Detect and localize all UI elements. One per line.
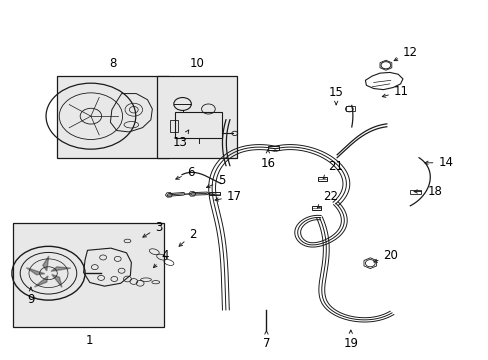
Bar: [409, 190, 420, 194]
Text: 5: 5: [206, 174, 225, 188]
Text: 20: 20: [373, 249, 398, 262]
Bar: [175, 112, 221, 138]
Bar: [13, 223, 163, 327]
Text: 2: 2: [179, 228, 196, 246]
Text: 12: 12: [393, 46, 417, 60]
Text: 6: 6: [175, 166, 194, 179]
Text: 14: 14: [424, 156, 452, 169]
Text: 4: 4: [153, 249, 168, 267]
Text: 13: 13: [173, 130, 188, 149]
Text: 1: 1: [85, 334, 93, 347]
Text: 22: 22: [317, 190, 337, 208]
Polygon shape: [52, 274, 62, 287]
Polygon shape: [43, 256, 49, 271]
Text: 15: 15: [328, 86, 343, 105]
Bar: [208, 192, 219, 195]
Text: 3: 3: [142, 221, 162, 237]
Bar: [157, 76, 237, 158]
Text: 10: 10: [189, 57, 203, 69]
Text: 8: 8: [109, 57, 116, 69]
Text: 18: 18: [413, 185, 441, 198]
Bar: [345, 106, 354, 111]
Text: 16: 16: [260, 150, 275, 170]
Text: 9: 9: [27, 287, 35, 306]
Bar: [268, 146, 279, 149]
Text: 17: 17: [215, 190, 242, 203]
Text: 7: 7: [262, 331, 270, 350]
Text: 21: 21: [323, 160, 343, 179]
Polygon shape: [34, 276, 48, 287]
Text: 19: 19: [343, 330, 358, 350]
Bar: [170, 120, 177, 132]
Text: 11: 11: [382, 85, 408, 98]
Polygon shape: [26, 268, 45, 275]
Bar: [57, 76, 168, 158]
Bar: [312, 206, 321, 210]
Polygon shape: [51, 267, 71, 271]
Bar: [318, 177, 326, 181]
